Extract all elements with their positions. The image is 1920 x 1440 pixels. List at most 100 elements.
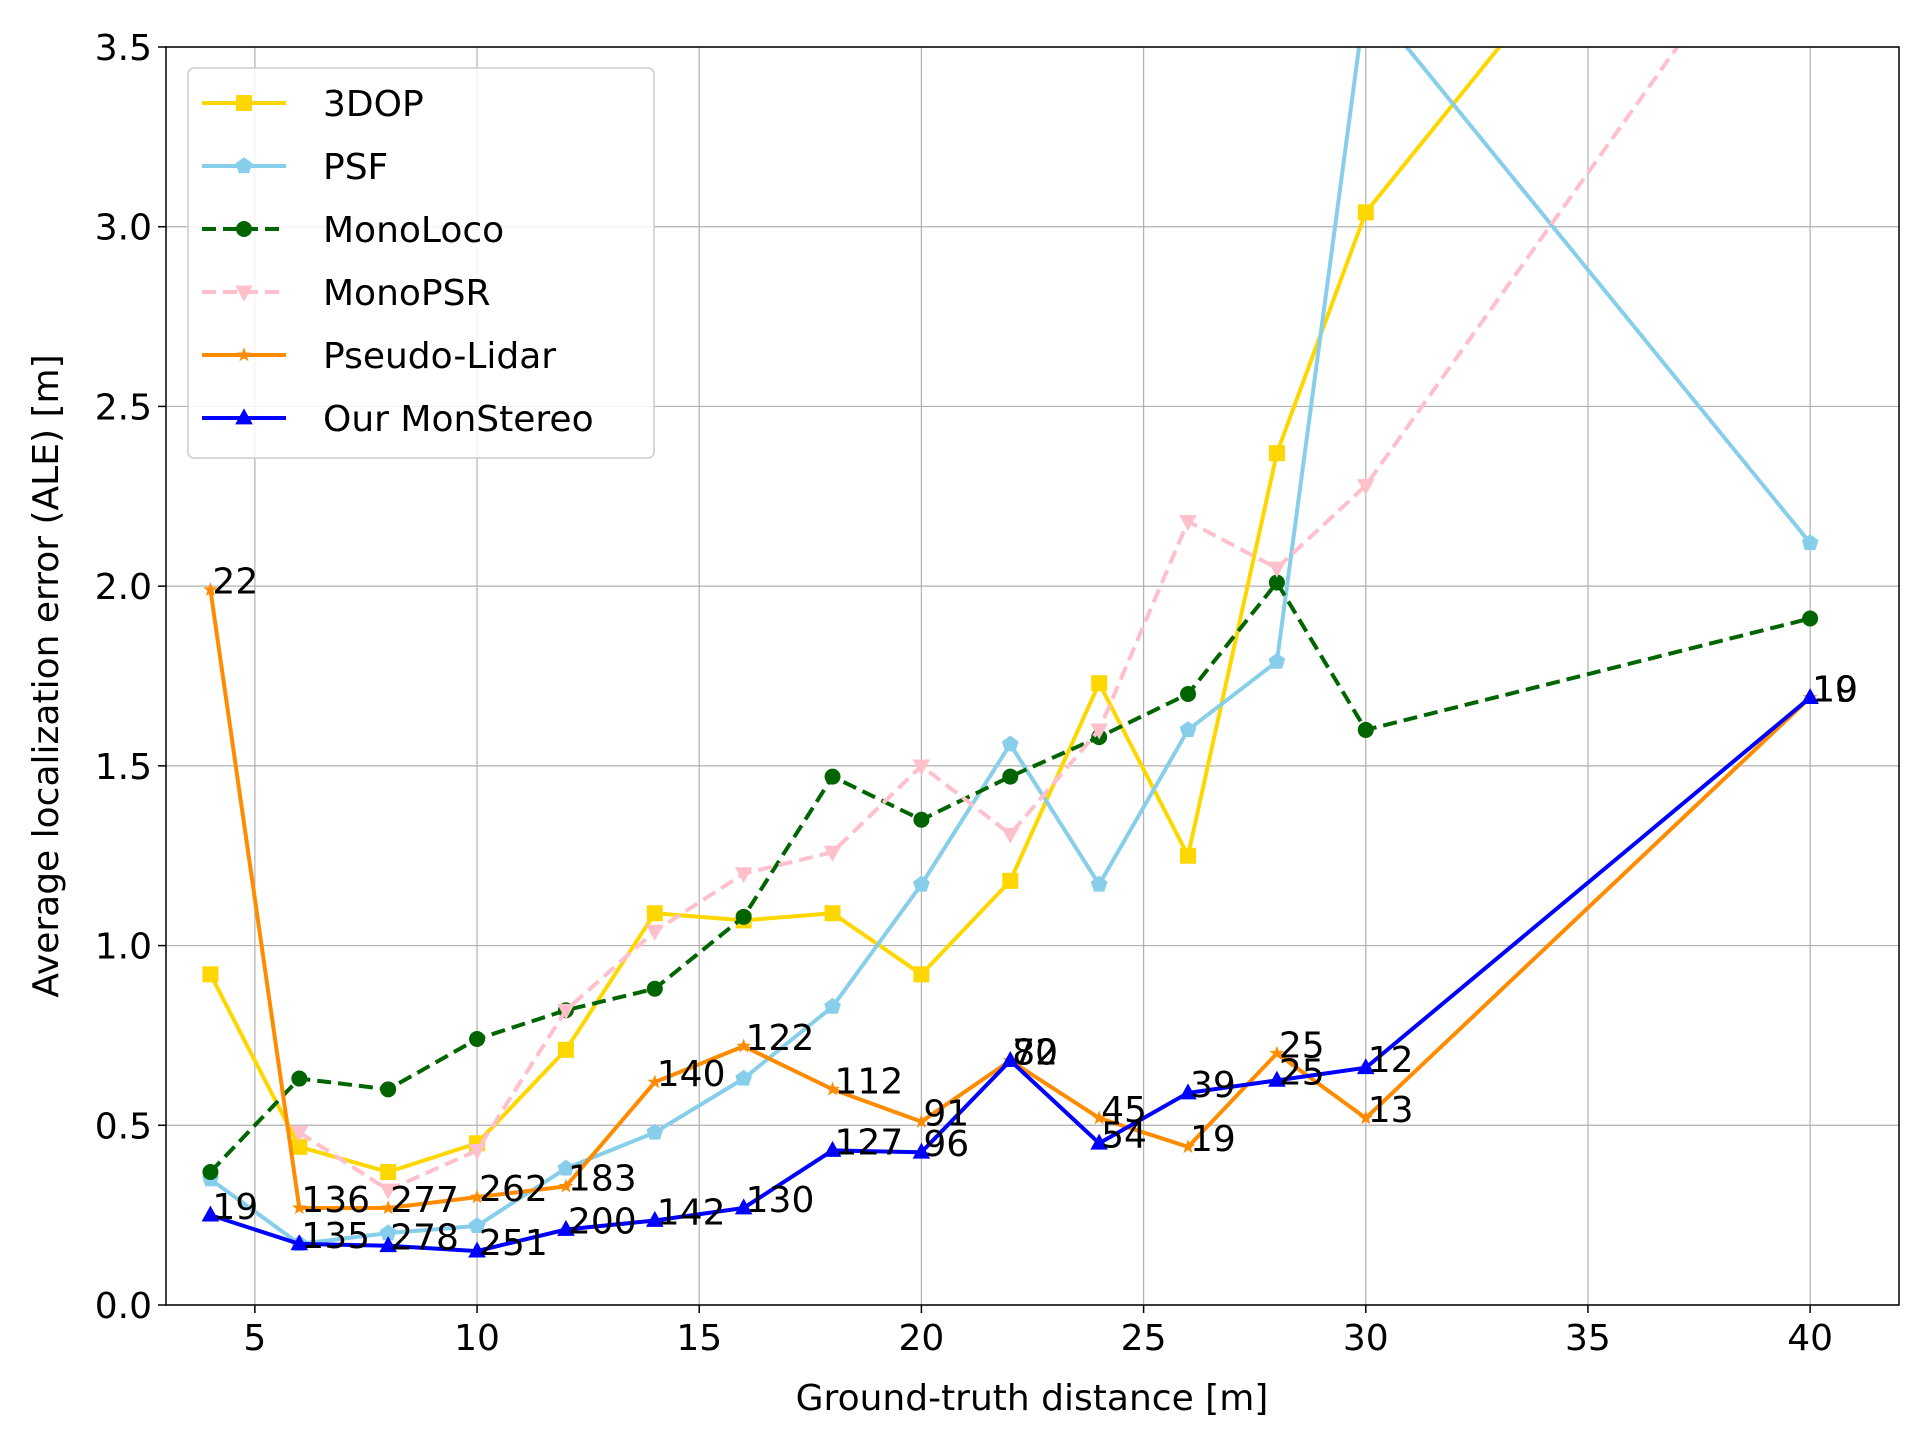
data-point	[291, 1200, 307, 1215]
data-point	[645, 1210, 664, 1227]
data-point	[1090, 1133, 1108, 1150]
data-point	[823, 845, 842, 862]
data-point	[1091, 675, 1108, 692]
x-axis-label: Ground-truth distance [m]	[796, 1378, 1269, 1419]
plot-frame	[165, 46, 1900, 1306]
data-point	[557, 1041, 574, 1058]
point-annotation: 39	[1190, 1065, 1236, 1106]
data-point	[1180, 685, 1197, 702]
data-point	[557, 1003, 575, 1020]
data-point	[645, 924, 664, 941]
point-annotation: 130	[746, 1180, 815, 1221]
data-point	[1180, 847, 1197, 864]
data-point	[291, 1070, 308, 1087]
y-tick-label: 2.0	[95, 567, 152, 608]
data-point	[469, 1189, 485, 1204]
data-point	[1091, 1110, 1107, 1125]
data-point	[1179, 721, 1197, 738]
data-point	[1357, 721, 1374, 738]
data-point	[913, 811, 930, 828]
data-point	[379, 1224, 397, 1241]
data-point	[734, 867, 753, 884]
data-point	[1002, 872, 1019, 889]
data-point	[557, 1159, 575, 1176]
data-point	[1268, 561, 1286, 578]
y-tick-label: 1.0	[95, 927, 152, 968]
data-point	[379, 1236, 397, 1253]
data-point	[824, 997, 841, 1014]
data-point	[734, 1198, 753, 1215]
y-tick-label: 3.0	[95, 208, 152, 249]
point-annotation: 12	[1368, 1040, 1414, 1081]
point-annotation: 278	[390, 1218, 459, 1259]
x-tick-label: 35	[1565, 1318, 1611, 1359]
point-annotation: 122	[746, 1018, 815, 1059]
point-annotation: 22	[212, 562, 258, 603]
point-annotation: 72	[1012, 1033, 1058, 1074]
x-tick-label: 30	[1343, 1318, 1389, 1359]
data-point	[913, 875, 930, 892]
data-point	[557, 1219, 575, 1236]
data-point	[1002, 768, 1019, 785]
series-line	[298, 47, 1680, 1193]
point-annotation: 136	[301, 1180, 370, 1221]
point-annotation: 19	[1190, 1119, 1236, 1160]
legend-label: Pseudo-Lidar	[323, 336, 556, 377]
data-point	[1357, 0, 1374, 4]
data-point	[1268, 574, 1285, 591]
point-annotation: 10	[1812, 670, 1858, 711]
data-point	[1801, 687, 1819, 704]
x-tick-label: 25	[1121, 1318, 1167, 1359]
data-point	[735, 908, 752, 925]
point-annotation: 277	[390, 1180, 459, 1221]
legend-marker	[235, 157, 253, 174]
point-annotation: 91	[923, 1094, 969, 1135]
legend-marker	[235, 285, 253, 302]
data-point	[290, 1126, 309, 1143]
data-point	[1269, 1045, 1285, 1060]
data-point	[1358, 1110, 1374, 1125]
legend-label: MonoLoco	[323, 210, 504, 251]
data-point	[735, 1069, 753, 1086]
point-annotation: 200	[568, 1202, 637, 1243]
legend-label: PSF	[323, 147, 388, 188]
data-point	[1180, 1139, 1196, 1154]
point-annotation: 19	[1812, 670, 1858, 711]
data-point	[468, 1217, 486, 1234]
point-annotation: 19	[212, 1187, 258, 1228]
data-point	[825, 1081, 840, 1096]
point-annotation: 142	[657, 1193, 726, 1234]
y-tick-label: 2.5	[95, 387, 152, 428]
point-annotation: 25	[1279, 1025, 1325, 1066]
y-tick-label: 1.5	[95, 747, 152, 788]
data-point	[823, 1140, 842, 1157]
data-point	[914, 1113, 929, 1128]
x-tick-label: 40	[1787, 1318, 1833, 1359]
data-point	[913, 966, 930, 983]
legend-marker	[236, 347, 252, 362]
data-point	[912, 759, 931, 776]
point-annotation: 80	[1012, 1033, 1058, 1074]
legend-marker	[236, 221, 252, 237]
data-point	[1090, 875, 1108, 892]
point-annotation: 127	[835, 1122, 904, 1163]
data-point	[824, 905, 841, 922]
point-annotation: 262	[479, 1169, 548, 1210]
point-annotation: 183	[568, 1158, 637, 1199]
data-point	[1001, 827, 1020, 844]
legend-label: MonoPSR	[323, 273, 491, 314]
data-point	[469, 1031, 486, 1048]
data-point	[1268, 652, 1286, 669]
data-point	[1179, 1083, 1197, 1100]
x-tick-label: 5	[243, 1318, 266, 1359]
data-point	[202, 1164, 219, 1181]
y-axis-label: Average localization error (ALE) [m]	[26, 354, 67, 997]
data-point	[203, 582, 218, 596]
data-point	[1356, 1058, 1375, 1075]
legend-box	[187, 67, 655, 459]
point-annotation: 96	[923, 1124, 969, 1165]
data-point	[1801, 534, 1819, 551]
legend-label: 3DOP	[323, 84, 424, 125]
data-point	[647, 1074, 663, 1089]
